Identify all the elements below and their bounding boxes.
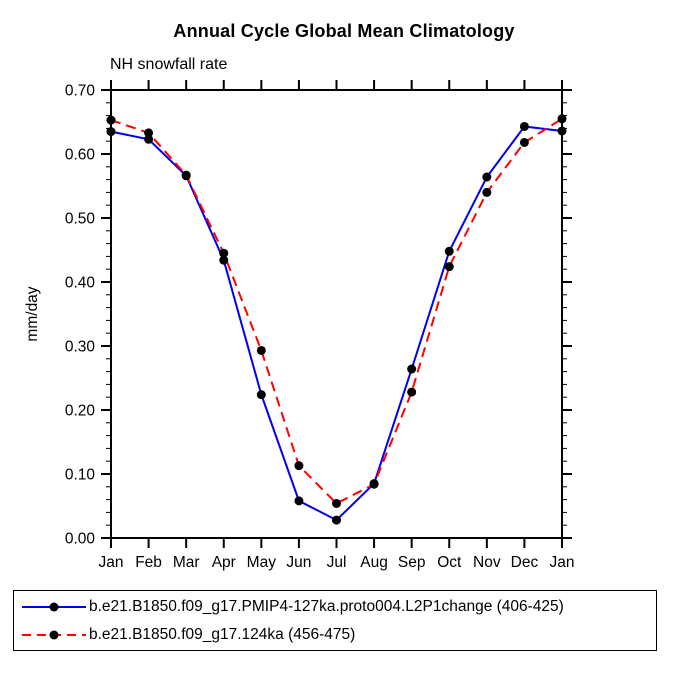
legend-item: b.e21.B1850.f09_g17.124ka (456-475) xyxy=(22,621,656,649)
x-tick-label: Sep xyxy=(398,554,426,571)
series-line-0 xyxy=(110,125,563,522)
x-tick-label: Jan xyxy=(99,554,124,571)
x-tick-label: Nov xyxy=(473,554,501,571)
y-tick-label: 0.70 xyxy=(65,83,96,100)
legend-item: b.e21.B1850.f09_g17.PMIP4-127ka.proto004… xyxy=(22,593,656,621)
x-tick-label: Jun xyxy=(286,554,311,571)
x-tick-label: Oct xyxy=(437,554,462,571)
x-tick-label: Feb xyxy=(135,554,162,571)
plot-frame xyxy=(110,89,563,539)
x-tick-label: Jan xyxy=(550,554,575,571)
x-tick-label: Apr xyxy=(212,554,236,571)
y-tick-label: 0.50 xyxy=(65,211,96,228)
x-tick-label: Dec xyxy=(511,554,539,571)
chart-subtitle: NH snowfall rate xyxy=(110,56,228,73)
y-tick-label: 0.10 xyxy=(65,467,96,484)
x-tick-label: Aug xyxy=(360,554,388,571)
y-tick-label: 0.60 xyxy=(65,147,96,164)
y-tick-label: 0.20 xyxy=(65,403,96,420)
x-axis-ticks: Jan Feb Mar Apr May Jun Jul Aug Sep Oct Nov Dec Jan xyxy=(99,80,575,571)
legend-label: b.e21.B1850.f09_g17.PMIP4-127ka.proto004… xyxy=(89,597,564,615)
series-markers-1 xyxy=(106,114,567,508)
x-tick-label: May xyxy=(247,554,277,571)
legend-line-sample xyxy=(22,630,86,639)
legend: b.e21.B1850.f09_g17.PMIP4-127ka.proto004… xyxy=(13,590,657,651)
legend-label: b.e21.B1850.f09_g17.124ka (456-475) xyxy=(89,625,356,643)
x-tick-label: Mar xyxy=(173,554,200,571)
chart-title: Annual Cycle Global Mean Climatology xyxy=(173,21,515,41)
x-tick-label: Jul xyxy=(327,554,347,571)
y-tick-label: 0.30 xyxy=(65,339,96,356)
series-markers-0 xyxy=(106,121,567,525)
series-line-1 xyxy=(110,117,563,505)
y-tick-label: 0.00 xyxy=(65,531,96,548)
y-tick-label: 0.40 xyxy=(65,275,96,292)
legend-line-sample xyxy=(22,602,86,611)
y-axis-ticks: 0.00 0.10 0.20 0.30 0.40 0.50 0.60 0.70 xyxy=(65,83,572,548)
